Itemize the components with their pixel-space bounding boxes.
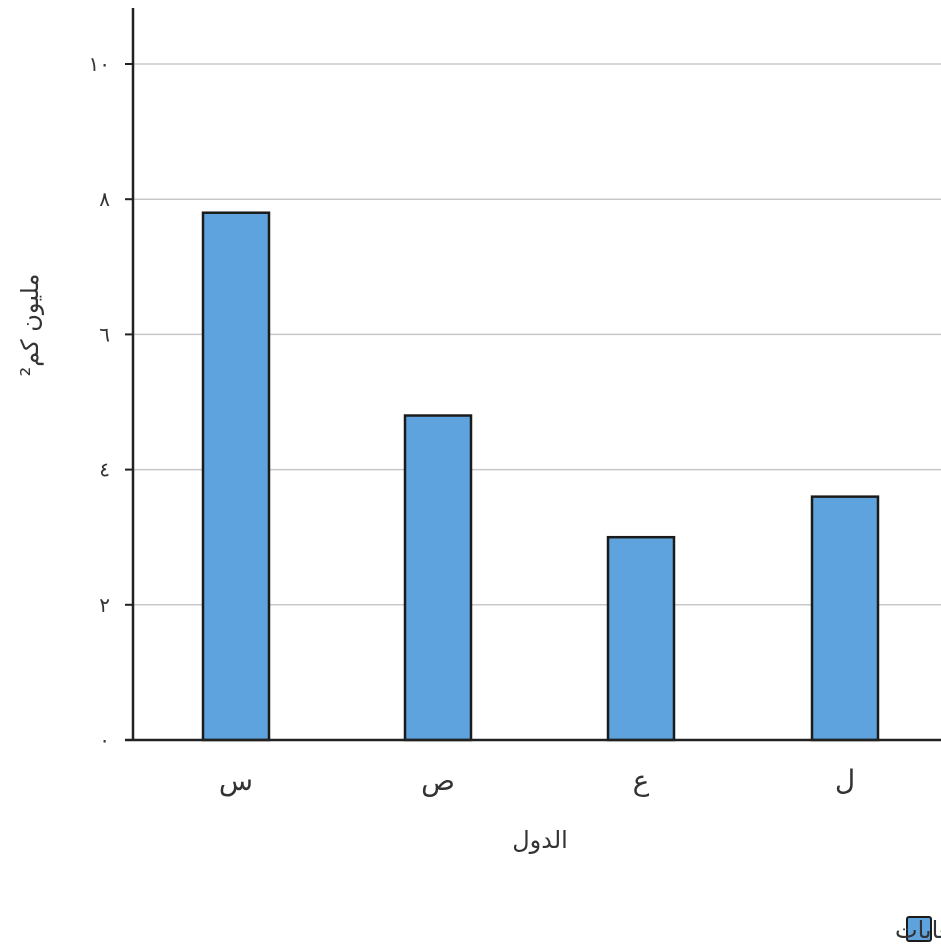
bar-2 — [403, 414, 473, 742]
legend-swatch — [906, 916, 932, 942]
x-category-label-4: ل — [835, 764, 855, 797]
legend: المساحة المغطاة بالغابات — [895, 916, 941, 944]
x-category-label-3: ع — [633, 764, 650, 797]
y-tick-label-8: ٨ — [99, 187, 110, 211]
y-tick-label-4: ٤ — [99, 458, 110, 482]
y-axis-ticks: ٠ ٢ ٤ ٦ ٨ ١٠ — [89, 52, 133, 752]
y-tick-label-2: ٢ — [99, 593, 110, 617]
legend-label: المساحة المغطاة بالغابات — [895, 916, 941, 944]
bar-4 — [810, 495, 880, 742]
y-tick-label-10: ١٠ — [89, 52, 110, 76]
x-category-label-1: س — [219, 764, 253, 797]
bars — [201, 211, 880, 742]
y-axis-title: مليون كم² — [16, 274, 44, 377]
bar-1 — [201, 211, 271, 742]
y-tick-label-0: ٠ — [99, 728, 110, 752]
y-tick-label-6: ٦ — [99, 322, 110, 346]
bar-3 — [606, 535, 676, 742]
x-axis-title: الدول — [512, 826, 568, 854]
x-category-label-2: ص — [421, 764, 455, 797]
